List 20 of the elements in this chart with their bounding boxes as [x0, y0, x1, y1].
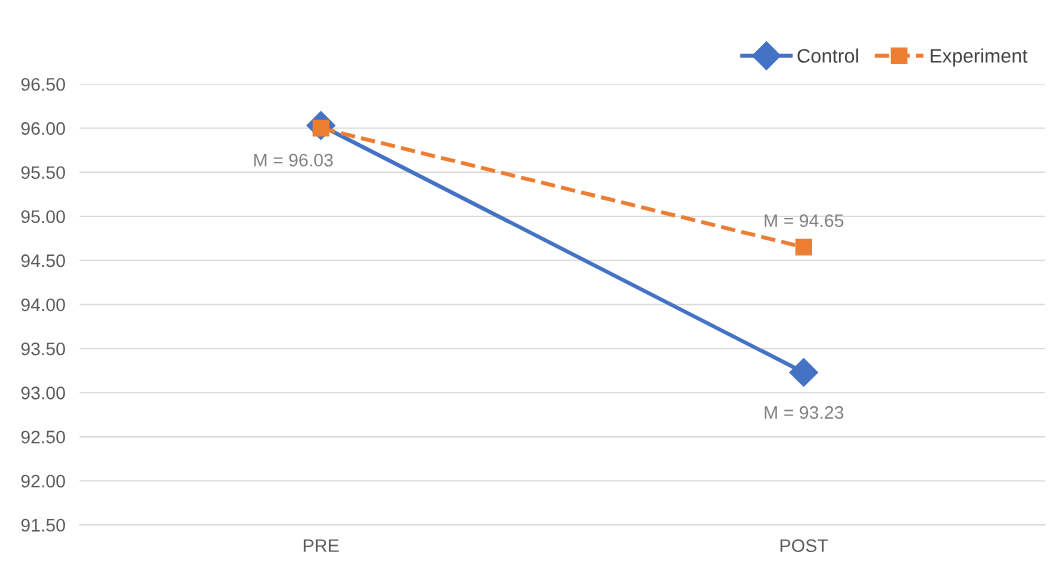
y-tick-label: 96.50	[21, 78, 65, 91]
annotation: M = 93.23	[764, 406, 844, 419]
point	[795, 238, 813, 256]
x-tick-label: PRE	[303, 539, 339, 552]
point	[789, 357, 819, 387]
legend-label: Control	[797, 48, 858, 63]
y-tick-label: 93.50	[21, 342, 65, 356]
y-tick-label: 95.50	[21, 166, 65, 179]
y-tick-label: 94.00	[21, 298, 65, 312]
y-tick-label: 95.00	[21, 210, 65, 224]
y-tick-label: 92.50	[21, 430, 65, 444]
annotation: M = 94.65	[764, 214, 844, 228]
y-tick-label: 92.00	[21, 474, 65, 488]
y-tick-label: 93.00	[21, 386, 65, 400]
y-tick-label: 96.00	[21, 122, 65, 135]
annotation: M = 96.03	[254, 153, 333, 167]
y-tick-label: 94.50	[21, 254, 65, 268]
legend-label: Experiment	[930, 48, 1028, 67]
x-tick-label: POST	[780, 539, 828, 553]
y-tick-label: 91.50	[21, 518, 65, 532]
